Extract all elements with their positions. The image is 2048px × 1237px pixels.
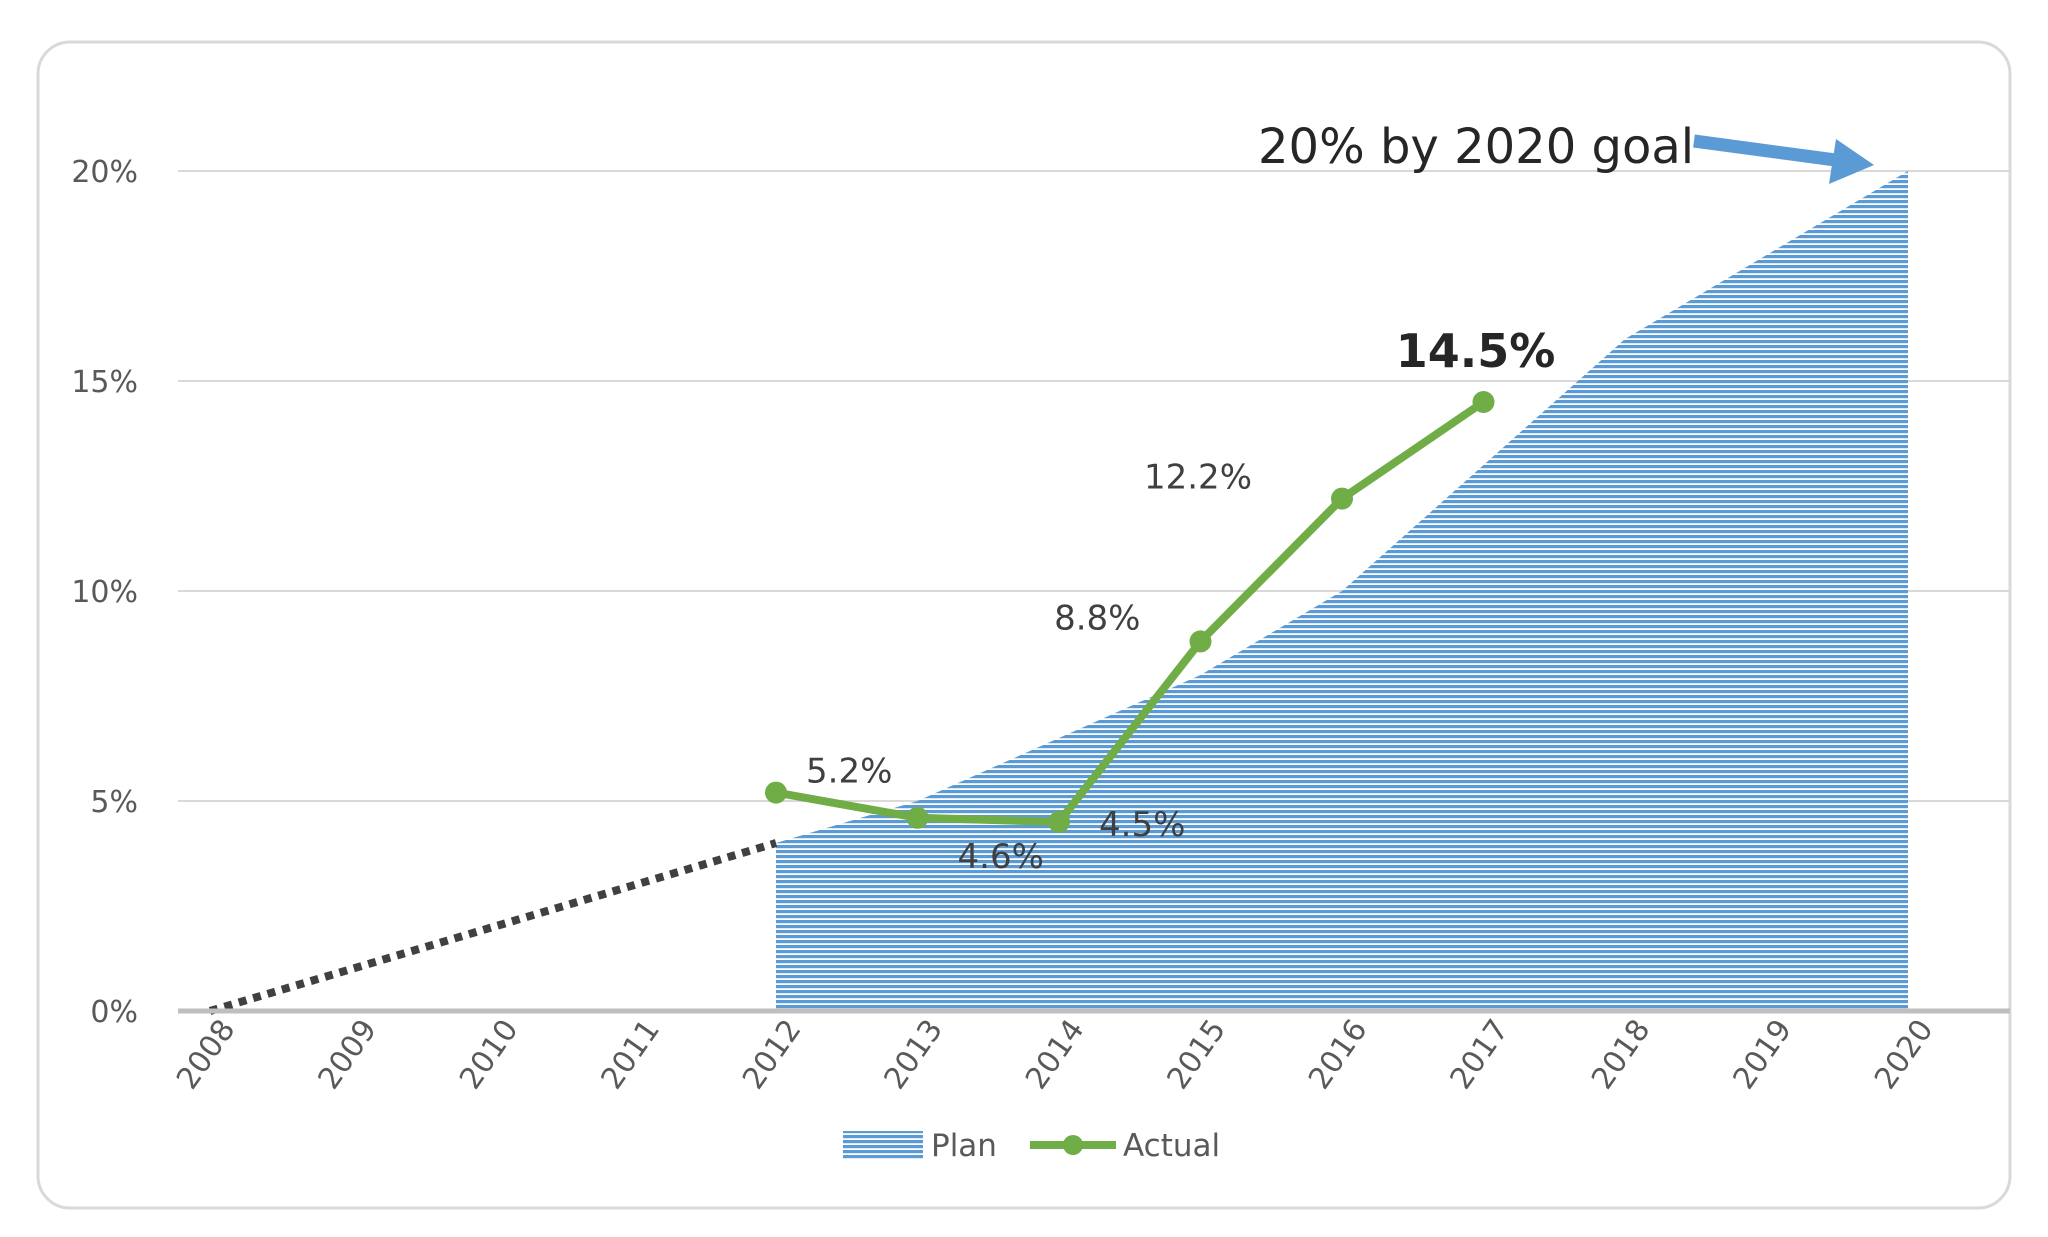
data-label-2012: 5.2% (806, 752, 892, 792)
actual-line-layer (765, 391, 1495, 833)
legend-plan-label: Plan (931, 1128, 997, 1164)
data-labels: 5.2% 4.6% 4.5% 8.8% 12.2% 14.5% (806, 324, 1555, 877)
data-label-2016: 12.2% (1144, 458, 1252, 498)
data-label-2014: 4.5% (1099, 805, 1185, 845)
actual-point (1048, 811, 1070, 833)
y-tick-label: 0% (90, 995, 138, 1030)
actual-line (775, 398, 1486, 826)
legend-plan-swatch (843, 1131, 923, 1159)
data-label-2017: 14.5% (1396, 324, 1556, 378)
plan-area (776, 171, 1908, 1011)
y-tick-label: 10% (71, 575, 138, 610)
actual-point (1331, 487, 1353, 510)
goal-arrow-head (1829, 139, 1874, 184)
actual-point (1189, 630, 1212, 653)
goal-annotation: 20% by 2020 goal (1258, 119, 1874, 184)
actual-point (765, 781, 787, 804)
legend: Plan Actual (843, 1128, 1220, 1164)
data-label-2015: 8.8% (1054, 598, 1140, 638)
legend-actual-marker (1063, 1135, 1083, 1155)
y-tick-label: 20% (71, 155, 138, 190)
goal-annotation-text: 20% by 2020 goal (1258, 119, 1694, 175)
y-tick-label: 15% (71, 365, 138, 400)
actual-point (906, 806, 929, 829)
legend-actual-label: Actual (1123, 1128, 1220, 1164)
data-label-2013: 4.6% (958, 837, 1044, 877)
y-tick-label: 5% (90, 785, 138, 820)
actual-point (1472, 391, 1495, 413)
plan-area-layer (776, 171, 1908, 1011)
goal-arrow-shaft (1693, 134, 1859, 170)
